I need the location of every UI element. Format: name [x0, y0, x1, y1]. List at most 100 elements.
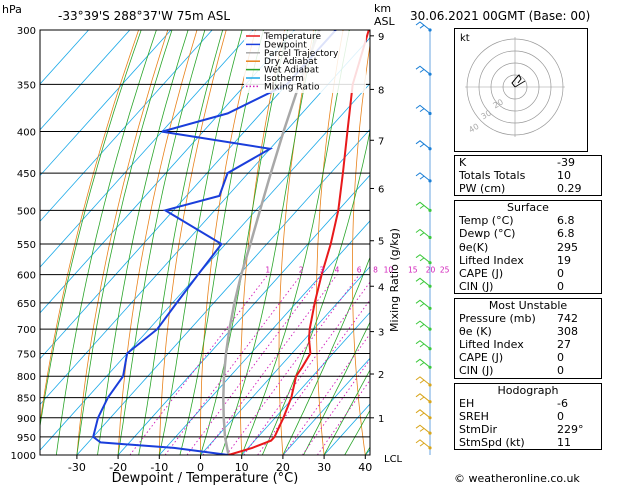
wind-barb-icon: [415, 358, 431, 368]
index-label: θe (K): [459, 325, 492, 339]
wind-barb-icon: [415, 65, 431, 75]
wind-barb-icon: [415, 320, 431, 330]
pressure-tick-label: 550: [17, 240, 36, 251]
isotherm-line: [117, 174, 370, 455]
hodograph-block: Hodograph EH -6 SREH 0 StmDir 229° StmSpd (…: [454, 382, 602, 450]
pressure-tick-label: 1000: [11, 451, 36, 462]
temperature-tick-label: -20: [109, 461, 127, 474]
mixing-ratio-label: 6: [357, 266, 362, 275]
dewpoint-line: [92, 30, 337, 455]
hodograph-title: Hodograph: [455, 384, 601, 397]
wind-barb-icon: [415, 254, 431, 264]
index-value: 6.8: [557, 214, 575, 228]
parcel-trajectory-line: [222, 30, 321, 455]
mixing-ratio-label: 2: [299, 266, 304, 275]
copyright-footer[interactable]: © weatheronline.co.uk: [454, 472, 580, 485]
index-label: CAPE (J): [459, 351, 504, 365]
surface-row: θe(K) 295: [455, 241, 601, 254]
pressure-tick-label: 900: [17, 414, 36, 425]
datetime-title: 30.06.2021 00GMT (Base: 00): [410, 9, 590, 23]
altitude-tick-label: 6: [378, 184, 384, 195]
wind-barb-icon: [415, 277, 431, 287]
isotherm-line: [40, 30, 131, 131]
pressure-tick-label: 450: [17, 169, 36, 180]
index-row-k: K -39: [455, 156, 601, 169]
index-value: 0: [557, 351, 564, 365]
wet-adiabat-line: [138, 30, 224, 455]
dry-adiabat-line: [421, 30, 448, 455]
surface-row: CAPE (J) 0: [455, 267, 601, 280]
hodograph-ring-label: 40: [467, 122, 480, 135]
pressure-tick-label: 500: [17, 206, 36, 217]
index-value: -39: [557, 156, 575, 169]
wet-adiabat-line: [282, 256, 370, 455]
hodograph-trace: [511, 74, 522, 88]
wind-barb-icon: [415, 228, 431, 238]
legend-entry: Isotherm: [264, 74, 304, 84]
temperature-line: [228, 30, 370, 455]
mixing-ratio-label: 20: [426, 266, 436, 275]
mixing-ratio-label: 3: [319, 266, 324, 275]
temperature-tick-label: 0: [197, 461, 204, 474]
legend-entry: Dewpoint: [264, 40, 307, 50]
index-label: K: [459, 156, 467, 169]
wind-barb-icon: [415, 140, 431, 150]
wind-barb-icon: [415, 424, 431, 434]
pressure-tick-label: 600: [17, 271, 36, 282]
hodograph-ring-label: 30: [480, 108, 493, 121]
unstable-row: CAPE (J) 0: [455, 351, 601, 364]
wet-adiabat-line: [303, 321, 370, 455]
plot-frame: [39, 29, 371, 456]
wind-barb-icon: [415, 104, 431, 114]
temperature-tick-label: 10: [235, 461, 249, 474]
isotherm-line: [40, 30, 337, 360]
x-axis-label: Dewpoint / Temperature (°C): [112, 471, 299, 486]
asl-label: ASL: [374, 15, 396, 28]
indices-panel: K -39 Totals Totals 10 PW (cm) 0.29 Surface…: [454, 155, 602, 454]
altitude-tick-label: 3: [378, 328, 384, 339]
isotherm-line: [40, 30, 254, 268]
unstable-row: Lifted Index 27: [455, 338, 601, 351]
surface-row: CIN (J) 0: [455, 280, 601, 293]
wind-barb-icon: [415, 439, 431, 449]
isotherm-line: [40, 82, 370, 451]
isotherm-line: [241, 311, 370, 455]
pressure-tick-label: 350: [17, 80, 36, 91]
altitude-tick-label: 8: [378, 85, 384, 96]
mixing-ratio-line: [302, 358, 370, 455]
index-value: 295: [557, 240, 578, 254]
mixing-ratio-label: 25: [440, 266, 450, 275]
location-title: -33°39'S 288°37'W 75m ASL: [58, 9, 230, 23]
index-label: CAPE (J): [459, 266, 504, 280]
legend-entry: Temperature: [263, 32, 321, 42]
hodo-row: StmSpd (kt) 11: [455, 436, 601, 449]
index-label: CIN (J): [459, 279, 494, 293]
pressure-tick-label: 750: [17, 349, 36, 360]
index-label: SREH: [459, 409, 489, 423]
dry-adiabat-line: [315, 30, 344, 455]
altitude-tick-label: 4: [378, 282, 384, 293]
isotherm-line: [40, 30, 295, 314]
altitude-tick-label: 9: [378, 32, 384, 43]
pressure-tick-label: 850: [17, 394, 36, 405]
mixing-ratio-line: [226, 274, 360, 455]
wind-barb-icon: [415, 393, 431, 403]
index-label: PW (cm): [459, 182, 506, 196]
section-title: Most Unstable: [488, 298, 568, 312]
hodograph-unit-label: kt: [460, 33, 470, 44]
index-value: 19: [557, 253, 571, 267]
unstable-row: θe (K) 308: [455, 325, 601, 338]
wind-barb-icon: [415, 21, 431, 31]
mixing-ratio-label: 15: [408, 266, 418, 275]
isotherm-line: [40, 37, 370, 406]
index-label: StmSpd (kt): [459, 435, 525, 449]
index-value: 11: [557, 435, 571, 449]
unstable-row: CIN (J) 0: [455, 364, 601, 377]
mixing-ratio-line: [202, 274, 338, 455]
dry-adiabat-line: [352, 42, 370, 455]
index-label: Lifted Index: [459, 253, 524, 267]
wet-adiabat-line: [117, 30, 206, 455]
section-title: Hodograph: [497, 383, 559, 397]
isotherm-line: [40, 30, 172, 177]
